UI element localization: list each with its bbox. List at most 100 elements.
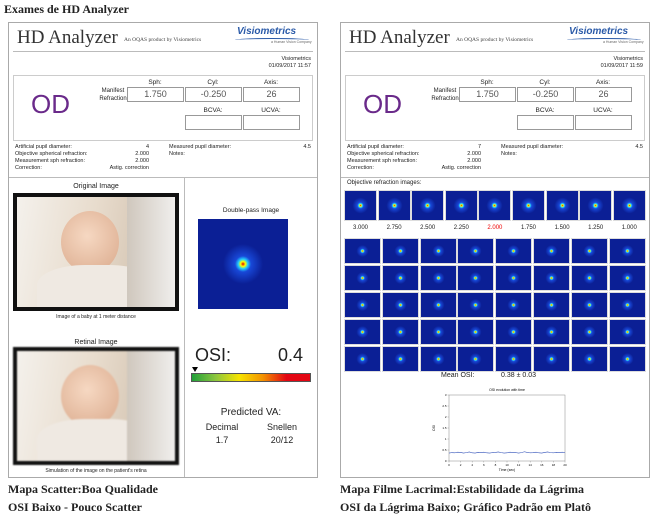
refraction-image	[444, 190, 478, 221]
tear-film-image	[570, 319, 608, 345]
sph-value: 1.750	[127, 87, 184, 102]
x-tick-label: 16	[540, 463, 544, 467]
tear-film-image	[608, 292, 646, 318]
notes-label: Notes:	[169, 151, 185, 157]
cyl-label: Cyl:	[539, 79, 551, 86]
tear-film-image	[344, 238, 381, 264]
tear-film-image	[495, 346, 533, 372]
divider	[13, 51, 313, 52]
osi-chart: OSI evolution with time 0 0.5 1 1.5 2 2.5 3 0 2 4 6…	[432, 388, 567, 472]
x-tick-label: 10	[505, 463, 509, 467]
refraction-value: 1.250	[588, 225, 604, 231]
param-label: Objective spherical refraction:	[15, 151, 88, 157]
y-tick-label: 3	[445, 393, 447, 397]
refraction-image	[579, 190, 613, 221]
tear-film-image	[419, 346, 457, 372]
sph-label: Sph:	[480, 79, 494, 86]
baby-photo	[13, 347, 179, 465]
axis-label: Axis:	[595, 79, 611, 86]
tear-film-image	[608, 319, 646, 345]
tear-film-image	[457, 319, 495, 345]
bcva-label: BCVA:	[203, 107, 223, 114]
tear-film-image	[457, 265, 495, 291]
report-panel: HD Analyzer An OQAS product by Visiometri…	[8, 22, 318, 478]
tear-film-image	[381, 238, 419, 264]
va-header: Snellen	[266, 422, 298, 432]
va-value: 1.7	[215, 435, 229, 445]
tear-film-image	[419, 265, 457, 291]
param-value: 2.000	[135, 158, 149, 164]
tear-film-image	[608, 265, 646, 291]
osi-line	[448, 451, 566, 454]
x-tick-label: 18	[552, 463, 556, 467]
x-tick-label: 0	[448, 463, 450, 467]
company: Visiometrics	[613, 56, 643, 62]
refraction-image	[344, 190, 377, 221]
param-value: 2.000	[467, 151, 481, 157]
caption: OSI da Lágrima Baixo; Gráfico Padrão em …	[340, 500, 591, 514]
company: Visiometrics	[281, 56, 311, 62]
osi-value: 0.4	[277, 345, 303, 365]
logo: Visiometrics	[569, 26, 629, 37]
tear-film-image	[344, 292, 381, 318]
tear-film-image	[533, 319, 570, 345]
va-value: 20/12	[270, 435, 294, 445]
baby-face	[61, 211, 119, 273]
refraction-value: 2.750	[386, 225, 402, 231]
date: 01/09/2017 11:57	[268, 63, 311, 69]
refraction-title: Objective refraction images:	[347, 180, 422, 186]
tear-film-image	[533, 346, 570, 372]
refraction-area	[13, 75, 313, 141]
ucva-value	[575, 115, 632, 130]
ucva-label: UCVA:	[593, 107, 613, 114]
refraction-image	[411, 190, 445, 221]
refraction-value: 2.250	[453, 225, 469, 231]
logo-swoosh	[567, 38, 641, 42]
figure-title: Exames de HD Analyzer	[4, 2, 129, 16]
divider	[9, 177, 317, 178]
measured-label: Measured pupil diameter:	[169, 144, 232, 150]
tear-film-image	[533, 265, 570, 291]
blanket	[127, 351, 175, 461]
y-axis-label: OSI	[432, 425, 436, 431]
refraction-label: Manifest Refraction	[431, 88, 459, 102]
x-tick-label: 2	[460, 463, 462, 467]
tear-film-image	[381, 265, 419, 291]
refraction-image	[377, 190, 411, 221]
tear-film-image	[344, 319, 381, 345]
tear-film-image	[419, 292, 457, 318]
chart-title: OSI evolution with time	[489, 388, 525, 392]
x-tick-label: 6	[483, 463, 485, 467]
tear-film-image	[533, 292, 570, 318]
x-tick-label: 12	[517, 463, 521, 467]
axis-value: 26	[575, 87, 632, 102]
refraction-image	[545, 190, 579, 221]
param-value: 4	[145, 144, 149, 150]
refraction-value: 1.750	[520, 225, 536, 231]
brand: HD Analyzer	[17, 27, 118, 48]
divider	[341, 177, 649, 178]
param-value: Astig. correction	[109, 165, 149, 171]
logo-sub: a Human Vision Company	[603, 40, 644, 44]
notes-label: Notes:	[501, 151, 517, 157]
param-label: Artificial pupil diameter:	[347, 144, 404, 150]
axis-label: Axis:	[263, 79, 279, 86]
doublepass-image	[198, 219, 288, 309]
va-title: Predicted VA:	[220, 407, 282, 418]
x-tick-label: 20	[563, 463, 567, 467]
tear-film-image	[570, 238, 608, 264]
tagline: An OQAS product by Visiometrics	[124, 37, 202, 43]
column-divider	[184, 178, 185, 477]
x-tick-label: 14	[529, 463, 533, 467]
refraction-value: 2.000	[487, 225, 503, 231]
refraction-label: Manifest Refraction	[99, 88, 127, 102]
x-axis-label: Time (sec)	[499, 468, 515, 472]
tear-film-image	[495, 265, 533, 291]
date: 01/09/2017 11:59	[600, 63, 643, 69]
tear-film-image	[381, 292, 419, 318]
baby-photo	[13, 193, 179, 311]
bcva-value	[517, 115, 574, 130]
refraction-image	[478, 190, 512, 221]
